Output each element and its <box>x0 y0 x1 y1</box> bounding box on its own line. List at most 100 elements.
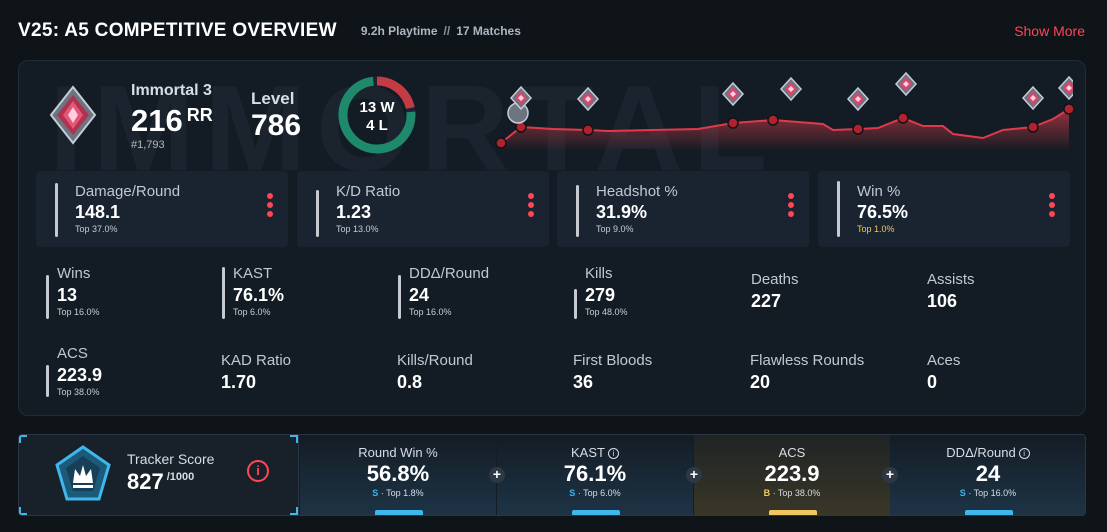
leaderboard-position: #1,793 <box>131 139 165 151</box>
tier-letter: S <box>372 488 379 498</box>
tracker-col-label: DDΔ/Round i <box>890 445 1085 460</box>
stat-kast: KAST 76.1% Top 6.0% <box>213 265 383 325</box>
stat-percentile: Top 16.0% <box>57 307 100 317</box>
immortal-rank-icon <box>49 85 97 145</box>
percentile-bar <box>837 181 840 237</box>
corner-accent <box>290 435 298 443</box>
stat-card-win-percent: Win % 76.5% Top 1.0% <box>818 171 1070 247</box>
stat-dd-delta-round: DDΔ/Round 24 Top 16.0% <box>389 265 559 325</box>
stat-label: Headshot % <box>596 183 678 200</box>
stat-value: 31.9% <box>596 202 648 222</box>
stat-label: Flawless Rounds <box>750 352 865 369</box>
win-loss-donut <box>338 76 416 154</box>
stat-value: 279 <box>585 285 616 305</box>
stat-label: Kills/Round <box>397 352 473 369</box>
corner-accent <box>19 507 27 515</box>
more-options-icon[interactable] <box>1046 193 1058 223</box>
rr-value: 216 <box>131 103 183 138</box>
tracker-col-value: 223.9 <box>764 461 820 486</box>
stat-value: 76.5% <box>857 202 909 222</box>
tracker-score-value: 827/1000 <box>127 469 194 495</box>
rr-unit: RR <box>186 105 213 125</box>
col-label-text: ACS <box>778 445 806 460</box>
tracker-score-bar: Tracker Score 827/1000 i Round Win % 56.… <box>18 434 1086 516</box>
info-icon[interactable]: i <box>607 448 619 459</box>
stat-value: 13 <box>57 285 78 305</box>
level-label: Level <box>251 89 295 108</box>
stat-wins: Wins 13 Top 16.0% <box>37 265 207 325</box>
more-options-icon[interactable] <box>785 193 797 223</box>
tracker-col-label: KAST i <box>497 445 693 460</box>
tracker-score-label: Tracker Score <box>127 451 215 467</box>
tracker-col-rank: S · Top 16.0% <box>890 488 1085 498</box>
stat-label: DDΔ/Round <box>409 265 490 282</box>
stat-label: ACS <box>57 345 88 362</box>
stat-flawless-rounds: Flawless Rounds 20 <box>750 352 920 412</box>
show-more-link[interactable]: Show More <box>1014 23 1085 39</box>
stat-percentile: Top 37.0% <box>75 224 118 234</box>
stat-value: 0 <box>927 372 938 392</box>
header-meta: 9.2h Playtime // 17 Matches <box>361 24 521 38</box>
info-icon[interactable]: i <box>1018 448 1030 459</box>
stat-value: 0.8 <box>397 372 423 392</box>
stat-percentile: Top 1.0% <box>857 224 895 234</box>
tier-percentile: · Top 6.0% <box>575 488 621 498</box>
stat-value: 20 <box>750 372 771 392</box>
tracker-col-rank: S · Top 1.8% <box>300 488 496 498</box>
stat-value: 148.1 <box>75 202 121 222</box>
stat-value: 223.9 <box>57 365 103 385</box>
tier-strip <box>375 510 423 515</box>
stat-value: 227 <box>751 291 782 311</box>
stat-value: 1.70 <box>221 372 257 392</box>
tracker-col-value: 24 <box>975 461 1001 486</box>
col-label-text: Round Win % <box>358 445 438 460</box>
tier-percentile: · Top 16.0% <box>965 488 1017 498</box>
tracker-col-label: Round Win % <box>300 445 496 460</box>
more-options-icon[interactable] <box>264 193 276 223</box>
stat-percentile: Top 48.0% <box>585 307 628 317</box>
corner-accent <box>19 435 27 443</box>
more-options-icon[interactable] <box>525 193 537 223</box>
stat-label: Kills <box>585 265 613 282</box>
score-max: /1000 <box>166 471 195 483</box>
percentile-bar <box>46 365 49 397</box>
tier-letter: S <box>959 488 966 498</box>
tier-strip <box>769 510 817 515</box>
wins-arc <box>338 76 416 154</box>
page-title: V25: A5 COMPETITIVE OVERVIEW <box>18 20 337 41</box>
percentile-bar <box>576 185 579 237</box>
tracker-score-panel: Tracker Score 827/1000 i <box>19 435 299 515</box>
tier-strip <box>965 510 1013 515</box>
tracker-col-value: 56.8% <box>366 461 430 486</box>
losses-arc <box>338 76 416 154</box>
score-number: 827 <box>127 469 164 494</box>
col-label-text: DDΔ/Round <box>946 445 1016 460</box>
plus-icon: + <box>489 467 505 483</box>
overview-header: V25: A5 COMPETITIVE OVERVIEW 9.2h Playti… <box>18 14 1085 48</box>
percentile-bar <box>46 275 49 319</box>
stat-label: Deaths <box>751 271 799 288</box>
matches-label: 17 Matches <box>456 24 521 38</box>
stat-label: Aces <box>927 352 961 369</box>
stat-deaths: Deaths 227 <box>751 271 921 331</box>
corner-accent <box>290 507 298 515</box>
stat-percentile: Top 38.0% <box>57 387 100 397</box>
tracker-col-acs: ACS 223.9 B · Top 38.0% <box>694 435 890 515</box>
stat-card-headshot: Headshot % 31.9% Top 9.0% <box>557 171 809 247</box>
rank-rating-trend <box>495 72 1073 151</box>
level-value: 786 <box>251 109 302 142</box>
percentile-bar <box>316 190 319 237</box>
tier-letter: S <box>569 488 576 498</box>
stat-percentile: Top 13.0% <box>336 224 379 234</box>
stat-acs: ACS 223.9 Top 38.0% <box>37 345 207 405</box>
stat-first-bloods: First Bloods 36 <box>573 352 743 412</box>
plus-icon: + <box>882 467 898 483</box>
stat-label: KAD Ratio <box>221 352 292 369</box>
tier-letter: B <box>763 488 771 498</box>
tier-percentile: · Top 1.8% <box>378 488 424 498</box>
tier-percentile: · Top 38.0% <box>770 488 821 498</box>
info-icon[interactable]: i <box>247 460 269 482</box>
tier-strip <box>572 510 620 515</box>
rank-rating: 216 RR <box>131 103 213 139</box>
stat-percentile: Top 9.0% <box>596 224 634 234</box>
